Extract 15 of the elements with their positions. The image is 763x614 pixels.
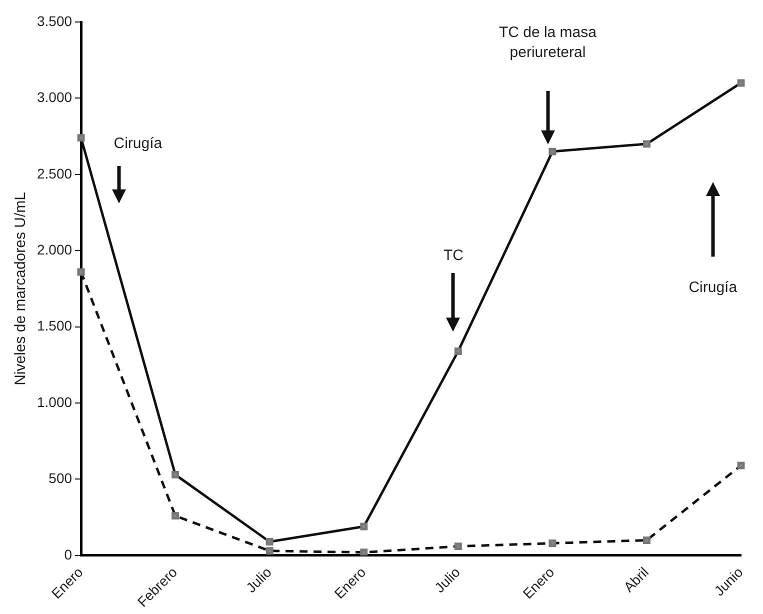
y-tick-label: 1.500 [36,318,72,334]
y-tick-label: 500 [48,470,72,486]
y-tick-label: 2.000 [36,241,72,258]
y-tick-label: 3.500 [36,12,72,29]
y-tick-label: 3.000 [36,89,72,106]
annotation: TC [443,246,464,266]
annotation: Cirugía [688,278,738,298]
y-tick-label: 2.500 [36,165,72,182]
y-tick-label: 0 [64,546,72,562]
x-tick-label: Julio [431,564,464,596]
annotation: TC de la masa periureteral [498,22,598,63]
x-tick-label: Julio [242,564,275,596]
y-axis-title: Niveles de marcadores U/mL [12,192,30,386]
y-tick-label: 1.000 [36,394,72,410]
annotation: Cirugía [114,134,162,154]
